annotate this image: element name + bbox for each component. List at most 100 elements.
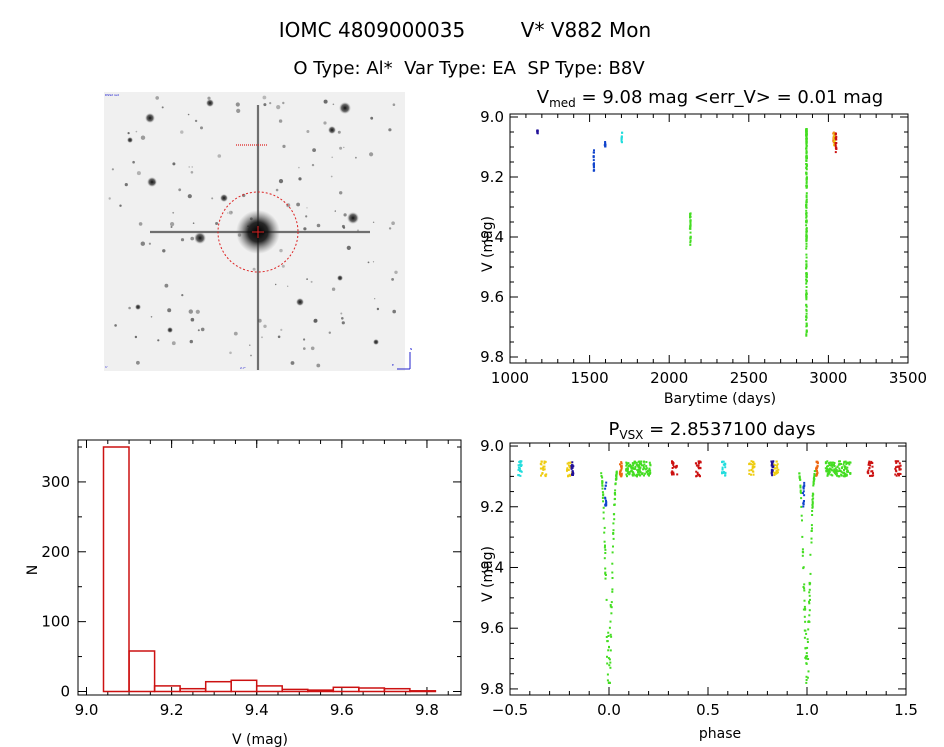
- histogram-bar: [307, 689, 335, 693]
- faint-star: [306, 207, 308, 209]
- phased-point: [603, 526, 606, 529]
- lightcurve-point: [592, 156, 595, 159]
- faint-star: [331, 156, 334, 159]
- phased-point: [696, 473, 699, 476]
- phased-point: [842, 463, 845, 466]
- lightcurve-point: [689, 237, 692, 240]
- phased-point: [870, 470, 873, 473]
- phased-point: [868, 460, 871, 463]
- faint-star: [108, 197, 111, 200]
- faint-star: [215, 222, 219, 225]
- lightcurve-point: [805, 294, 808, 297]
- phased-point: [869, 462, 872, 465]
- phased-point: [721, 468, 724, 471]
- sky-image-panel: DSS2 red 2.7' 1' N E: [104, 92, 412, 371]
- faint-star: [310, 280, 313, 283]
- phased-point: [803, 636, 806, 639]
- x-tick-label: 3500: [889, 369, 927, 387]
- lightcurve-point: [805, 163, 808, 166]
- target-circle: [217, 191, 299, 273]
- phased-point: [632, 463, 635, 466]
- faint-star: [190, 171, 194, 174]
- phased-point: [808, 591, 811, 594]
- phased-point: [803, 599, 806, 602]
- lightcurve-point: [805, 309, 808, 312]
- phased-point: [806, 655, 809, 658]
- phased-point: [871, 462, 874, 464]
- phased-point: [698, 460, 701, 463]
- phased-point: [899, 464, 902, 467]
- faint-star: [282, 101, 285, 105]
- phased-point: [569, 474, 572, 477]
- lightcurve-point: [805, 216, 808, 219]
- phased-point: [602, 511, 605, 514]
- phased-point: [831, 474, 834, 477]
- phased-point: [639, 467, 642, 470]
- phased-point: [637, 466, 640, 469]
- faint-star: [138, 222, 143, 226]
- phased-point: [602, 500, 605, 503]
- phased-point: [835, 468, 838, 471]
- histogram-bar: [153, 685, 181, 693]
- phased-point: [750, 473, 752, 476]
- lightcurve-point: [805, 201, 808, 204]
- phased-point: [867, 463, 870, 466]
- phased-point: [608, 681, 610, 684]
- phased-point: [799, 484, 802, 487]
- phased-point: [626, 475, 628, 478]
- lightcurve-point: [593, 151, 595, 154]
- lightcurve-point: [805, 157, 808, 160]
- phased-point: [608, 646, 610, 649]
- faint-star: [374, 298, 376, 300]
- lightcurve-point: [834, 145, 837, 148]
- lightcurve-point: [805, 272, 808, 274]
- phased-point: [629, 470, 632, 473]
- faint-star: [187, 113, 190, 116]
- field-star: [337, 275, 343, 281]
- phased-point: [520, 460, 523, 463]
- faint-star: [150, 316, 153, 318]
- lightcurve-point: [592, 165, 595, 168]
- phased-point: [612, 513, 615, 516]
- faint-star: [136, 360, 140, 365]
- lightcurve-point: [621, 141, 623, 144]
- faint-star: [170, 222, 175, 227]
- phased-point: [811, 500, 814, 503]
- lightcurve-point: [620, 137, 623, 140]
- faint-star: [207, 96, 211, 100]
- faint-star: [370, 116, 374, 120]
- phased-point: [627, 462, 630, 465]
- faint-star: [250, 354, 252, 357]
- phased-point: [542, 465, 545, 468]
- phased-point: [620, 468, 623, 471]
- phased-point: [824, 461, 827, 464]
- lightcurve-point: [805, 204, 808, 206]
- lightcurve-point: [805, 265, 808, 268]
- lightcurve-point: [805, 141, 808, 144]
- phased-point: [829, 461, 832, 464]
- phased-point: [805, 655, 807, 658]
- phased-point: [826, 470, 829, 473]
- phased-point: [620, 462, 623, 465]
- faint-star: [172, 211, 175, 214]
- faint-star: [310, 346, 315, 351]
- phased-point: [672, 462, 675, 465]
- lightcurve-point: [805, 182, 808, 185]
- field-star: [167, 327, 173, 333]
- phased-point: [605, 598, 608, 601]
- phased-point: [603, 557, 606, 560]
- phased-point: [834, 471, 837, 474]
- lightcurve-point: [805, 220, 808, 223]
- phased-point: [645, 471, 648, 474]
- phased-point: [869, 464, 872, 467]
- phased-point: [776, 466, 779, 469]
- phased-point: [774, 464, 777, 467]
- phased-point: [543, 468, 546, 471]
- phased-point: [635, 463, 638, 466]
- phased-point: [619, 473, 622, 476]
- faint-star: [194, 119, 198, 123]
- faint-star: [372, 221, 375, 223]
- lightcurve-axes: 1000 1500 2000 2500 3000 3500 9.0 9.2 9.4 9.6 9.8: [480, 108, 927, 387]
- phased-point: [839, 470, 842, 472]
- faint-star: [305, 215, 308, 218]
